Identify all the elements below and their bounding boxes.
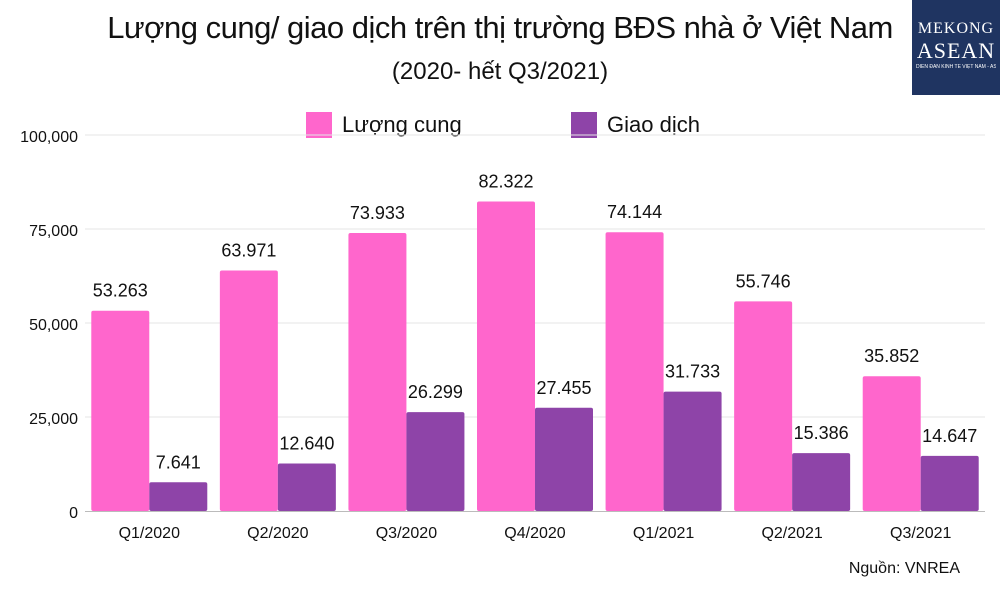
bar-supply (477, 201, 535, 511)
data-label: 15.386 (794, 423, 849, 443)
mekong-asean-logo: MEKONG ASEAN DIỄN ĐÀN KINH TẾ VIỆT NAM -… (912, 0, 1000, 95)
y-tick-label: 50,000 (29, 317, 78, 334)
y-tick-label: 0 (69, 505, 78, 522)
data-label: 82.322 (478, 171, 533, 191)
data-label: 63.971 (221, 240, 276, 260)
bar-transactions (920, 455, 979, 511)
data-label: 12.640 (279, 433, 334, 453)
bar-supply (605, 232, 664, 511)
data-label: 53.263 (93, 281, 148, 301)
data-label: 35.852 (864, 346, 919, 366)
bar-supply (219, 270, 278, 511)
source-note: Nguồn: VNREA (848, 560, 960, 577)
bar-supply (348, 233, 407, 512)
bar-supply (862, 376, 921, 511)
x-tick-label: Q2/2021 (761, 525, 822, 542)
data-label: 14.647 (922, 426, 977, 446)
data-label: 26.299 (408, 382, 463, 402)
legend-swatch-supply (306, 112, 332, 138)
bar-transactions (535, 407, 593, 511)
bar-supply (734, 301, 793, 511)
bar-transactions (406, 412, 465, 511)
bar-transactions (277, 463, 336, 511)
logo-line-2: ASEAN (916, 38, 996, 63)
legend-label-transactions: Giao dịch (607, 112, 700, 137)
y-tick-label: 25,000 (29, 411, 78, 428)
chart-title: Lượng cung/ giao dịch trên thị trường BĐ… (107, 10, 893, 45)
x-tick-label: Q3/2020 (376, 525, 437, 542)
logo-tagline: DIỄN ĐÀN KINH TẾ VIỆT NAM - ASEAN (916, 64, 996, 70)
data-label: 27.455 (536, 378, 591, 398)
x-tick-label: Q3/2021 (890, 525, 951, 542)
chart-subtitle: (2020- hết Q3/2021) (391, 58, 609, 85)
y-tick-label: 100,000 (20, 129, 78, 146)
legend-label-supply: Lượng cung (342, 112, 462, 137)
legend-swatch-transactions (571, 112, 597, 138)
bar-transactions (149, 482, 208, 511)
bar-transactions (663, 391, 722, 511)
data-label: 74.144 (607, 202, 662, 222)
data-label: 31.733 (665, 362, 720, 382)
x-tick-label: Q1/2020 (119, 525, 180, 542)
x-tick-label: Q4/2020 (504, 525, 565, 542)
y-tick-label: 75,000 (29, 223, 78, 240)
data-label: 7.641 (156, 452, 201, 472)
data-label: 73.933 (350, 203, 405, 223)
x-tick-label: Q2/2020 (247, 525, 308, 542)
data-label: 55.746 (736, 271, 791, 291)
logo-line-1: MEKONG (917, 20, 995, 37)
bar-supply (91, 310, 150, 511)
bar-transactions (792, 453, 851, 511)
x-tick-label: Q1/2021 (633, 525, 694, 542)
